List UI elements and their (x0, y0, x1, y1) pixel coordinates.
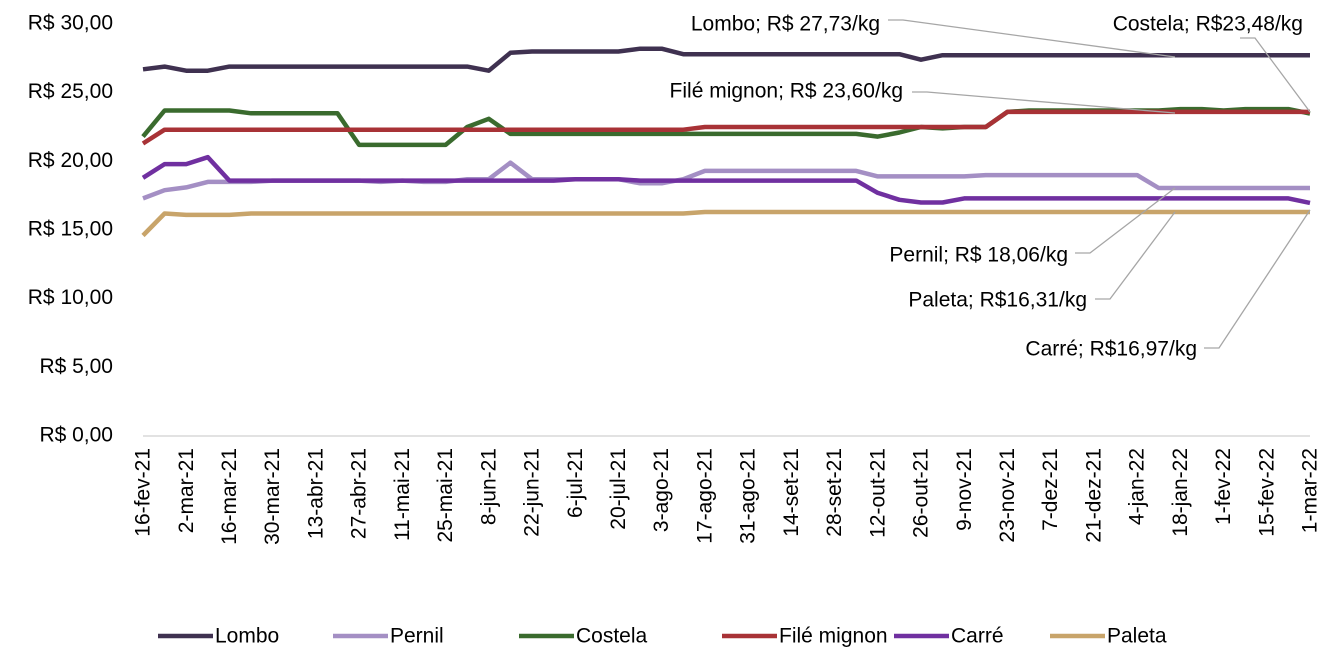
annotation: Costela; R$23,48/kg (1113, 13, 1303, 36)
x-tick-label: 27-abr-21 (348, 448, 371, 539)
annotation: Carré; R$16,97/kg (1025, 338, 1197, 361)
legend-label: Lombo (215, 625, 279, 648)
annotation: Pernil; R$ 18,06/kg (889, 244, 1068, 267)
leader-line (1075, 187, 1176, 254)
series-line (141, 109, 1310, 146)
x-tick-label: 30-mar-21 (261, 448, 284, 545)
x-tick-label: 22-jun-21 (521, 448, 544, 537)
y-tick-label: R$ 5,00 (39, 355, 113, 378)
legend-label: Paleta (1107, 625, 1167, 648)
x-tick-label: 4-jan-22 (1126, 448, 1149, 525)
leader-line (1240, 37, 1311, 113)
x-tick-label: 26-out-21 (910, 448, 933, 538)
legend-label: Carré (951, 625, 1004, 648)
x-tick-label: 12-out-21 (866, 448, 889, 538)
series-line (142, 46, 1310, 73)
x-tick-label: 3-ago-21 (650, 448, 673, 532)
legend-label: Filé mignon (779, 625, 888, 648)
y-tick-label: R$ 25,00 (28, 80, 113, 103)
x-tick-label: 14-set-21 (780, 448, 803, 537)
series-line (141, 154, 1311, 206)
x-tick-label: 18-jan-22 (1169, 448, 1192, 537)
y-tick-label: R$ 15,00 (28, 218, 113, 241)
leader-line (888, 19, 1176, 58)
x-tick-label: 16-fev-21 (132, 448, 155, 537)
y-tick-label: R$ 20,00 (28, 149, 113, 172)
y-tick-label: R$ 30,00 (28, 12, 113, 35)
x-tick-label: 11-mai-21 (391, 448, 414, 541)
annotation: Paleta; R$16,31/kg (908, 289, 1087, 312)
x-tick-label: 28-set-21 (823, 448, 846, 537)
x-tick-label: 20-jul-21 (607, 448, 630, 530)
annotation: Lombo; R$ 27,73/kg (691, 13, 880, 36)
y-tick-label: R$ 10,00 (28, 286, 113, 309)
leader-line (1204, 209, 1311, 349)
x-tick-label: 23-nov-21 (996, 448, 1019, 543)
x-tick-label: 2-mar-21 (175, 448, 198, 533)
x-tick-label: 15-fev-22 (1255, 448, 1278, 537)
x-tick-label: 31-ago-21 (737, 448, 760, 544)
x-tick-label: 25-mai-21 (434, 448, 457, 543)
legend-label: Costela (576, 625, 648, 648)
x-tick-label: 21-dez-21 (1082, 448, 1105, 543)
x-tick-label: 1-fev-22 (1212, 448, 1235, 525)
x-tick-label: 1-mar-22 (1299, 448, 1318, 533)
x-tick-label: 7-dez-21 (1039, 448, 1062, 531)
x-tick-label: 13-abr-21 (304, 448, 327, 539)
x-tick-label: 17-ago-21 (693, 448, 716, 544)
leader-line (912, 91, 1176, 114)
series-line (141, 209, 1310, 238)
annotation: Filé mignon; R$ 23,60/kg (670, 80, 903, 103)
x-tick-label: 9-nov-21 (953, 448, 976, 531)
y-tick-label: R$ 0,00 (39, 424, 113, 447)
x-tick-label: 6-jul-21 (564, 448, 587, 518)
leader-line (1095, 211, 1176, 300)
x-tick-label: 16-mar-21 (218, 448, 241, 545)
legend-label: Pernil (390, 625, 444, 648)
x-tick-label: 8-jun-21 (477, 448, 500, 525)
